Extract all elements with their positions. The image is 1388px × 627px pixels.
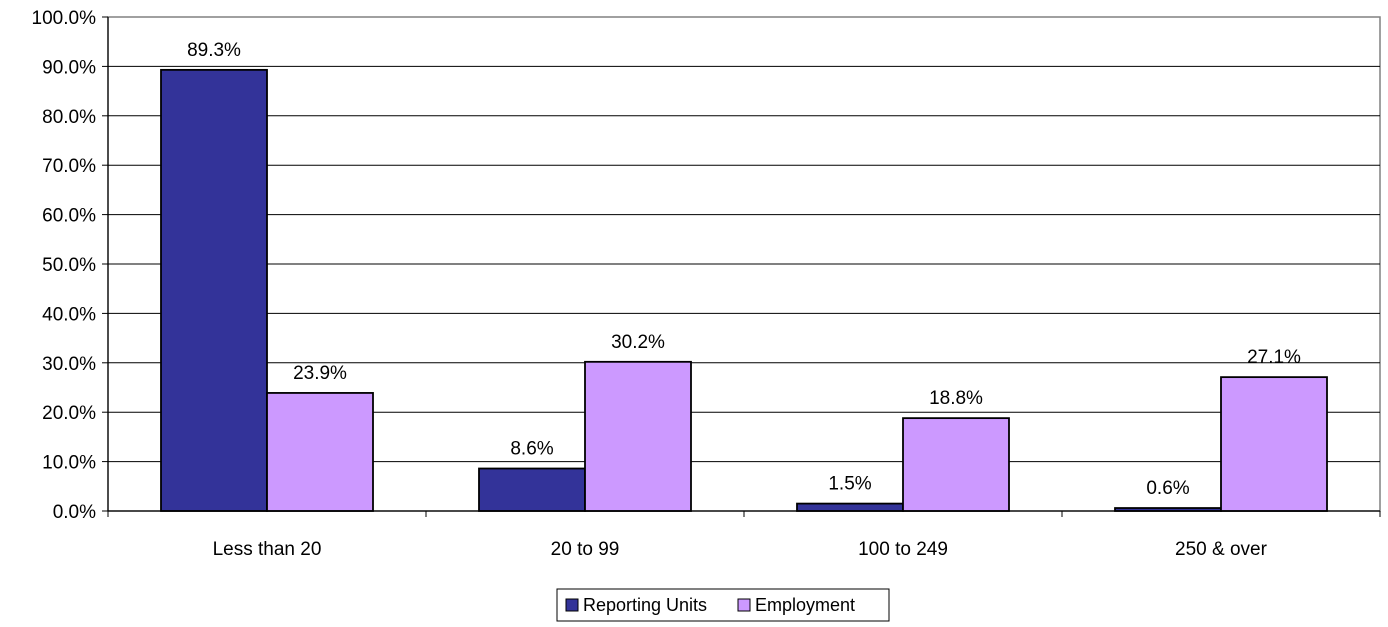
y-tick-label: 30.0%: [42, 354, 96, 375]
legend: Reporting Units Employment: [556, 588, 890, 622]
x-category-label: 100 to 249: [858, 539, 948, 560]
data-label: 0.6%: [1146, 478, 1189, 499]
y-tick-label: 80.0%: [42, 107, 96, 128]
y-tick-label: 40.0%: [42, 304, 96, 325]
x-category-label: 250 & over: [1175, 539, 1268, 560]
bar-reporting-units: [796, 502, 904, 512]
legend-swatch-reporting-units: [565, 598, 579, 612]
y-axis-ticks: 0.0% 10.0% 20.0% 30.0% 40.0% 50.0% 60.0% 70.0% 8…: [32, 8, 108, 523]
data-label: 8.6%: [510, 439, 553, 460]
data-labels: 89.3% 23.9% 8.6% 30.2% 1.5% 18.8% 0.6% 27.1%: [187, 40, 1301, 499]
legend-swatch-employment: [737, 598, 751, 612]
y-tick-label: 20.0%: [42, 403, 96, 424]
y-tick-label: 0.0%: [53, 502, 96, 523]
bar-reporting-units: [478, 467, 586, 512]
bar-reporting-units: [160, 68, 268, 512]
data-label: 1.5%: [828, 474, 871, 495]
bar-employment: [266, 392, 374, 512]
bar-employment: [584, 360, 692, 512]
data-label: 30.2%: [611, 332, 665, 353]
legend-box: [556, 588, 890, 622]
x-category-label: 20 to 99: [551, 539, 620, 560]
legend-label: Employment: [755, 595, 855, 615]
bars: [160, 68, 1328, 512]
y-tick-label: 60.0%: [42, 206, 96, 227]
y-tick-label: 100.0%: [32, 8, 97, 29]
data-label: 27.1%: [1247, 347, 1301, 368]
y-tick-label: 70.0%: [42, 156, 96, 177]
data-label: 18.8%: [929, 388, 983, 409]
x-axis: Less than 20 20 to 99 100 to 249 250 & over: [107, 17, 1381, 560]
x-category-label: Less than 20: [213, 539, 322, 560]
y-tick-label: 90.0%: [42, 57, 96, 78]
data-label: 23.9%: [293, 363, 347, 384]
y-tick-label: 50.0%: [42, 255, 96, 276]
bar-employment: [902, 417, 1010, 512]
y-tick-label: 10.0%: [42, 453, 96, 474]
data-label: 89.3%: [187, 40, 241, 61]
bar-employment: [1220, 376, 1328, 512]
legend-label: Reporting Units: [583, 595, 707, 615]
